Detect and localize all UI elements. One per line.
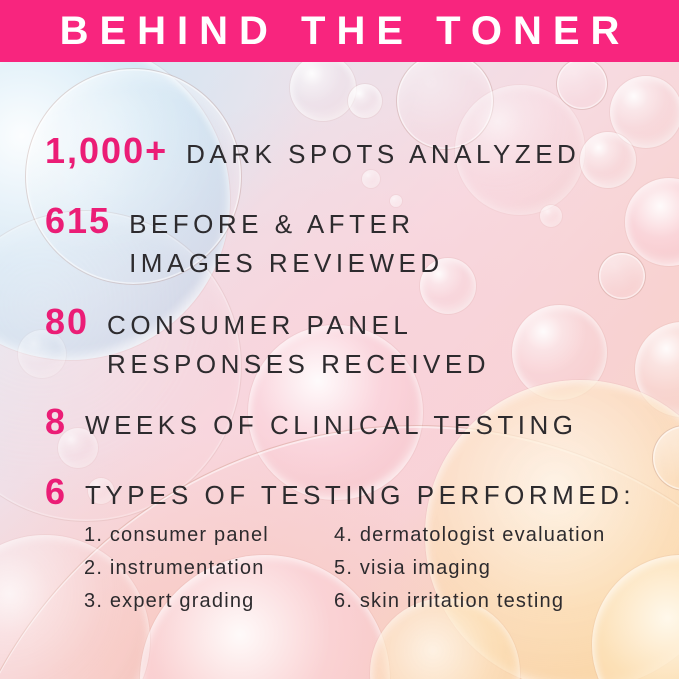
bubble [362, 170, 380, 188]
stat-label-line: TYPES OF TESTING PERFORMED: [85, 480, 636, 510]
stat-label-line: WEEKS OF CLINICAL TESTING [85, 410, 578, 440]
stat-consumer-panel: 80 CONSUMER PANEL RESPONSES RECEIVED [45, 301, 490, 384]
testing-list-right: 4. dermatologist evaluation 5. visia ima… [334, 519, 605, 618]
stat-label-line: BEFORE & AFTER [129, 209, 415, 239]
bubble [455, 85, 585, 215]
bubble [18, 330, 66, 378]
stat-label-line: RESPONSES RECEIVED [107, 349, 491, 379]
list-item: 1. consumer panel [84, 524, 269, 546]
stat-dark-spots: 1,000+ DARK SPOTS ANALYZED [45, 130, 580, 174]
stat-number: 615 [45, 200, 112, 241]
bubble [540, 205, 562, 227]
list-item: 2. instrumentation [84, 557, 265, 579]
stat-number: 80 [45, 301, 90, 342]
bubble-ring [556, 58, 608, 110]
stat-before-after: 615 BEFORE & AFTER IMAGES REVIEWED [45, 200, 444, 283]
bubble [420, 258, 476, 314]
list-item: 4. dermatologist evaluation [334, 524, 606, 546]
stat-label: DARK SPOTS ANALYZED [186, 135, 580, 174]
bubble [88, 478, 114, 504]
bubble [390, 195, 402, 207]
page-title: BEHIND THE TONER [59, 8, 631, 53]
stat-number: 8 [45, 401, 68, 442]
stat-label: BEFORE & AFTER IMAGES REVIEWED [129, 205, 444, 283]
stat-label-line: CONSUMER PANEL [107, 310, 413, 340]
bubble [580, 132, 636, 188]
bubble [348, 84, 382, 118]
bubble-ring [0, 210, 242, 522]
testing-list-left: 1. consumer panel 2. instrumentation 3. … [84, 519, 269, 618]
list-item: 6. skin irritation testing [334, 590, 565, 612]
stat-label: CONSUMER PANEL RESPONSES RECEIVED [107, 306, 490, 384]
bubble [290, 55, 356, 121]
stat-clinical-testing: 8 WEEKS OF CLINICAL TESTING [45, 401, 578, 445]
stat-label: WEEKS OF CLINICAL TESTING [85, 406, 577, 445]
bubble [58, 428, 98, 468]
stat-testing-types: 6 TYPES OF TESTING PERFORMED: [45, 471, 635, 515]
stat-label-line: IMAGES REVIEWED [129, 248, 444, 278]
stat-label-line: DARK SPOTS ANALYZED [186, 139, 581, 169]
list-item: 5. visia imaging [334, 557, 492, 579]
stat-number: 1,000+ [45, 130, 169, 171]
bubble-ring [598, 252, 646, 300]
stat-number: 6 [45, 471, 68, 512]
list-item: 3. expert grading [84, 590, 255, 612]
header-bar: BEHIND THE TONER [0, 0, 679, 62]
stat-label: TYPES OF TESTING PERFORMED: [85, 476, 635, 515]
